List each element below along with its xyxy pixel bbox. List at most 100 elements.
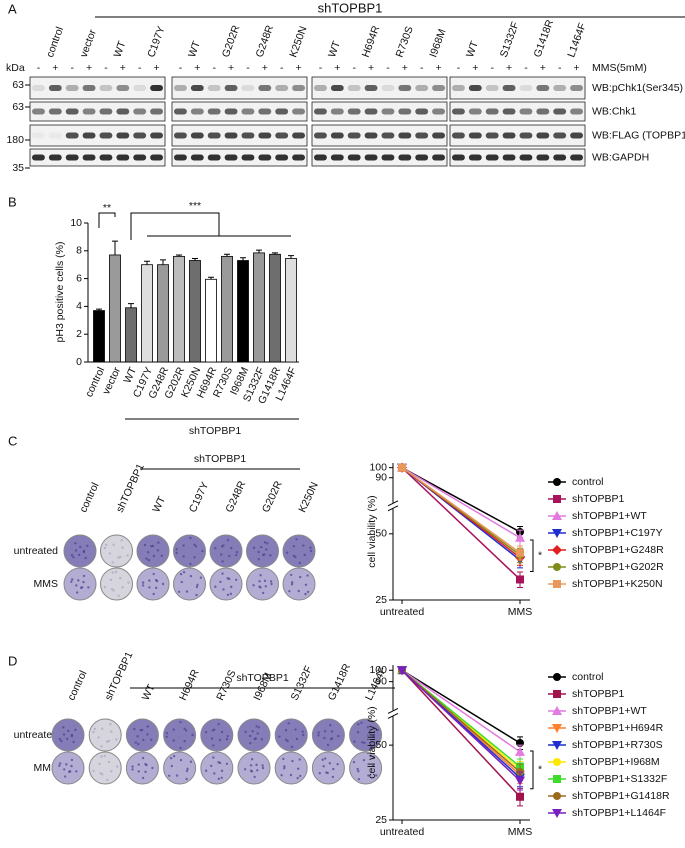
band xyxy=(468,154,482,161)
error-bar xyxy=(288,255,294,259)
colony xyxy=(161,582,165,586)
colony xyxy=(252,546,256,550)
treatment-label: MMS(5mM) xyxy=(592,62,647,74)
colony xyxy=(145,763,148,767)
band xyxy=(174,108,187,115)
colony xyxy=(182,555,185,558)
colony xyxy=(175,548,178,551)
band xyxy=(452,108,465,115)
column-label: shTOPBP1 xyxy=(114,462,147,515)
colony xyxy=(243,768,247,771)
colony xyxy=(269,554,272,557)
colony xyxy=(100,755,103,758)
legend-label: shTOPBP1+R730S xyxy=(572,739,663,751)
treatment-sign: + xyxy=(472,62,478,74)
kda-label: kDa xyxy=(6,62,25,74)
y-axis-label: cell viability (%) xyxy=(366,495,378,567)
band xyxy=(415,132,429,139)
colony-plate xyxy=(51,751,85,785)
band xyxy=(150,85,163,91)
colony xyxy=(332,767,335,771)
colony xyxy=(172,739,175,742)
bar xyxy=(205,278,217,363)
marker xyxy=(515,532,525,542)
colony xyxy=(141,776,145,780)
colony xyxy=(75,591,79,594)
band xyxy=(99,132,113,139)
colony xyxy=(189,760,193,763)
colony-plate xyxy=(200,718,234,752)
series-line xyxy=(401,669,521,753)
group-label: shTOPBP1 xyxy=(318,0,383,15)
band xyxy=(207,132,221,139)
colony xyxy=(362,758,366,762)
treatment-sign: + xyxy=(262,62,268,74)
bar xyxy=(253,252,265,363)
band xyxy=(553,108,567,115)
colony xyxy=(235,551,239,554)
band xyxy=(570,108,583,115)
band xyxy=(330,108,344,115)
band xyxy=(190,154,204,161)
band xyxy=(314,108,327,115)
x-tick-label: untreated xyxy=(380,606,425,618)
error-bar xyxy=(128,303,134,308)
series-line xyxy=(401,467,521,581)
colony xyxy=(299,575,302,579)
colony xyxy=(264,548,268,551)
colony xyxy=(67,770,71,774)
colony-plate xyxy=(125,751,159,785)
colony-plate xyxy=(311,751,345,785)
colony xyxy=(146,733,149,736)
band xyxy=(133,108,147,115)
colony xyxy=(77,553,81,557)
colony xyxy=(284,729,288,732)
colony xyxy=(165,735,168,739)
colony xyxy=(58,764,61,767)
series-line xyxy=(401,467,521,554)
marker xyxy=(553,673,561,681)
colony xyxy=(324,757,327,760)
colony xyxy=(283,767,286,770)
blot-label: WB:GAPDH xyxy=(592,151,649,163)
y-axis-label: pH3 positive cells (%) xyxy=(54,242,66,343)
band xyxy=(452,154,465,161)
colony xyxy=(322,765,325,768)
colony xyxy=(92,730,95,734)
colony xyxy=(306,574,309,577)
column-label: shTOPBP1 xyxy=(103,650,136,703)
colony xyxy=(60,739,63,743)
legend-label: shTOPBP1+C197Y xyxy=(572,527,663,539)
colony xyxy=(369,754,372,758)
colony xyxy=(74,728,77,732)
colony xyxy=(179,746,182,750)
colony xyxy=(189,536,192,540)
colony-plate xyxy=(282,567,316,601)
colony xyxy=(309,546,312,549)
colony xyxy=(248,734,252,738)
band xyxy=(174,154,187,161)
band xyxy=(116,132,130,139)
colony-plate xyxy=(88,751,122,785)
band xyxy=(432,85,445,91)
band xyxy=(207,154,221,161)
error-bar xyxy=(224,253,230,257)
band xyxy=(82,132,96,139)
lane-label: G248R xyxy=(254,23,277,59)
colony xyxy=(266,542,269,545)
colony xyxy=(220,769,224,773)
y-axis-label: cell viability (%) xyxy=(366,706,378,778)
blot xyxy=(311,124,448,147)
colony xyxy=(145,557,148,560)
colony xyxy=(284,738,288,741)
colony xyxy=(97,736,100,739)
colony xyxy=(352,760,356,764)
colony xyxy=(218,738,222,742)
colony xyxy=(106,740,109,743)
error-bar xyxy=(144,260,150,265)
colony xyxy=(93,727,97,731)
colony xyxy=(353,740,356,743)
blot xyxy=(29,148,166,167)
colony-plate xyxy=(125,718,159,752)
y-tick-label: 50 xyxy=(375,739,387,751)
